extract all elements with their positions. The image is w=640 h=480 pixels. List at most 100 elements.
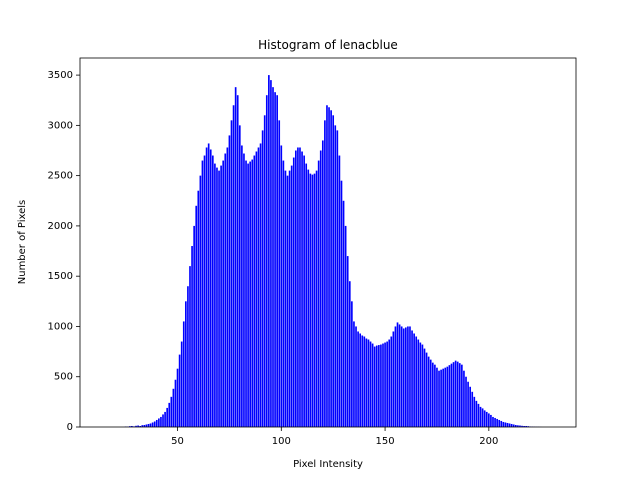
bar bbox=[392, 331, 395, 427]
bar bbox=[365, 338, 368, 427]
bar bbox=[317, 160, 320, 428]
y-tick-label: 2000 bbox=[48, 221, 73, 232]
bar bbox=[288, 170, 291, 427]
bar bbox=[423, 348, 426, 427]
bar bbox=[454, 360, 457, 427]
bar bbox=[297, 147, 299, 427]
bar bbox=[131, 425, 133, 427]
x-tick-label: 200 bbox=[479, 436, 498, 447]
bar bbox=[299, 147, 301, 427]
bar bbox=[135, 425, 137, 427]
bar bbox=[346, 256, 349, 427]
bar bbox=[137, 425, 139, 427]
bar bbox=[344, 225, 347, 427]
bar bbox=[145, 424, 148, 427]
bar bbox=[483, 410, 486, 427]
x-axis-label: Pixel Intensity bbox=[293, 459, 363, 470]
bar bbox=[255, 151, 258, 427]
bar bbox=[502, 421, 505, 427]
bar bbox=[413, 333, 415, 427]
y-axis-label: Number of Pixels bbox=[17, 200, 28, 285]
bar bbox=[166, 407, 168, 427]
bar bbox=[228, 135, 231, 427]
bar bbox=[232, 105, 235, 427]
y-tick-label: 0 bbox=[67, 422, 73, 433]
bar bbox=[292, 157, 295, 428]
bar bbox=[187, 286, 189, 427]
bar bbox=[209, 149, 212, 427]
bar bbox=[359, 333, 361, 427]
bar bbox=[525, 425, 528, 427]
bar bbox=[205, 147, 208, 427]
bar bbox=[247, 163, 249, 427]
bar bbox=[521, 425, 523, 427]
bar bbox=[332, 115, 335, 428]
bar bbox=[336, 130, 339, 427]
y-tick-label: 1500 bbox=[48, 271, 73, 282]
bar bbox=[153, 421, 156, 427]
bar bbox=[309, 173, 312, 427]
bar bbox=[438, 370, 440, 427]
bar bbox=[257, 147, 260, 427]
bar bbox=[461, 364, 463, 427]
bar bbox=[164, 411, 166, 427]
bar bbox=[475, 400, 478, 427]
bar bbox=[492, 416, 494, 427]
bar bbox=[178, 354, 181, 427]
bar bbox=[519, 425, 521, 427]
bar bbox=[128, 426, 131, 427]
y-tick-label: 3500 bbox=[48, 70, 73, 81]
bar bbox=[446, 366, 449, 427]
bar bbox=[238, 125, 241, 428]
bar bbox=[527, 426, 530, 427]
bar bbox=[417, 339, 420, 427]
bar bbox=[407, 326, 409, 427]
bar bbox=[313, 173, 316, 427]
bar bbox=[224, 153, 227, 428]
bar bbox=[276, 95, 278, 428]
bar bbox=[193, 225, 195, 427]
x-tick-label: 150 bbox=[376, 436, 395, 447]
bar bbox=[485, 411, 488, 427]
bar bbox=[158, 418, 160, 427]
bar bbox=[388, 339, 391, 427]
bar bbox=[253, 155, 256, 427]
bar bbox=[384, 342, 386, 427]
bar bbox=[496, 418, 498, 427]
bar bbox=[189, 266, 191, 427]
bar bbox=[203, 155, 206, 427]
bar bbox=[415, 336, 418, 427]
bar bbox=[324, 120, 326, 427]
bar bbox=[151, 422, 154, 427]
x-tick-label: 50 bbox=[171, 436, 184, 447]
bar bbox=[396, 322, 399, 427]
bar bbox=[488, 413, 490, 427]
bar bbox=[160, 416, 162, 427]
bar bbox=[272, 87, 274, 428]
bar bbox=[469, 386, 471, 427]
y-tick-label: 3000 bbox=[48, 120, 73, 131]
bar bbox=[230, 120, 233, 427]
bar bbox=[143, 424, 146, 427]
bar bbox=[263, 115, 266, 428]
bar bbox=[442, 368, 445, 427]
bar bbox=[348, 281, 351, 427]
bar bbox=[404, 327, 407, 427]
bar bbox=[508, 423, 511, 427]
bar bbox=[427, 356, 430, 427]
x-tick-label: 100 bbox=[272, 436, 291, 447]
bar bbox=[226, 147, 229, 427]
bar bbox=[425, 352, 428, 427]
bar bbox=[429, 359, 432, 427]
plot-frame bbox=[79, 57, 577, 428]
bar bbox=[340, 180, 343, 427]
bar bbox=[295, 150, 297, 428]
bar bbox=[471, 391, 474, 427]
y-tick-label: 2500 bbox=[48, 171, 73, 182]
bar bbox=[452, 362, 455, 427]
bar bbox=[284, 170, 287, 427]
bar bbox=[367, 339, 370, 427]
bar bbox=[268, 75, 270, 427]
bar bbox=[180, 341, 183, 427]
